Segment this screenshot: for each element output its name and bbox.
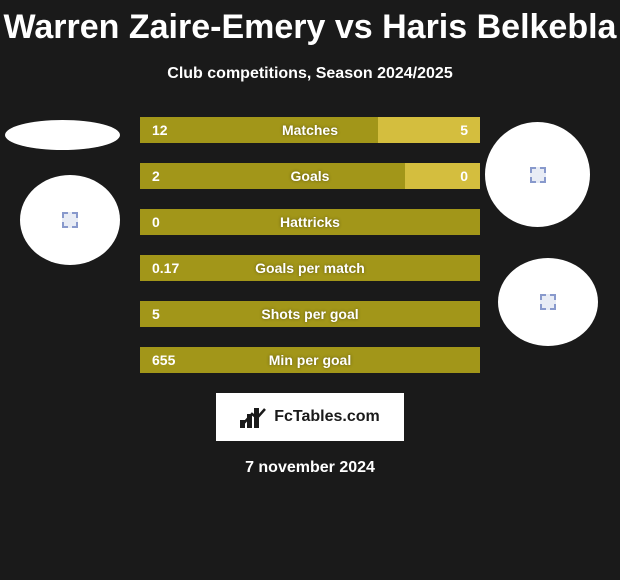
fctables-logo-box: FcTables.com bbox=[216, 393, 404, 441]
stat-bar-container: 655Min per goal bbox=[140, 347, 480, 373]
stat-row: 20 Goals bbox=[0, 163, 620, 189]
fctables-logo-text: FcTables.com bbox=[274, 408, 380, 426]
stat-row: 125 Matches bbox=[0, 117, 620, 143]
comparison-date: 7 november 2024 bbox=[0, 459, 620, 477]
stat-label: Min per goal bbox=[269, 352, 351, 368]
stat-bar-container: 20 Goals bbox=[140, 163, 480, 189]
stat-label: Shots per goal bbox=[261, 306, 358, 322]
stat-label: Goals bbox=[291, 168, 330, 184]
fctables-logo-icon bbox=[240, 406, 268, 428]
stat-bar-container: 125 Matches bbox=[140, 117, 480, 143]
stat-label: Hattricks bbox=[280, 214, 340, 230]
stat-bar-container: 0.17Goals per match bbox=[140, 255, 480, 281]
stat-row: 5Shots per goal bbox=[0, 301, 620, 327]
stat-label: Goals per match bbox=[255, 260, 365, 276]
comparison-title: Warren Zaire-Emery vs Haris Belkebla bbox=[0, 0, 620, 47]
stat-bar-container: 0Hattricks bbox=[140, 209, 480, 235]
stats-area: 125 Matches 20 Goals 0Hattricks 0.17Goals per… bbox=[0, 117, 620, 373]
stat-row: 0.17Goals per match bbox=[0, 255, 620, 281]
season-subtitle: Club competitions, Season 2024/2025 bbox=[0, 65, 620, 83]
stat-bar-container: 5Shots per goal bbox=[140, 301, 480, 327]
stat-bar-right: 5 bbox=[378, 117, 480, 143]
stat-bar-right: 0 bbox=[405, 163, 480, 189]
stat-bar-left: 12 bbox=[140, 117, 378, 143]
stat-row: 0Hattricks bbox=[0, 209, 620, 235]
stat-row: 655Min per goal bbox=[0, 347, 620, 373]
stat-bar-left: 2 bbox=[140, 163, 405, 189]
stat-label: Matches bbox=[282, 122, 338, 138]
